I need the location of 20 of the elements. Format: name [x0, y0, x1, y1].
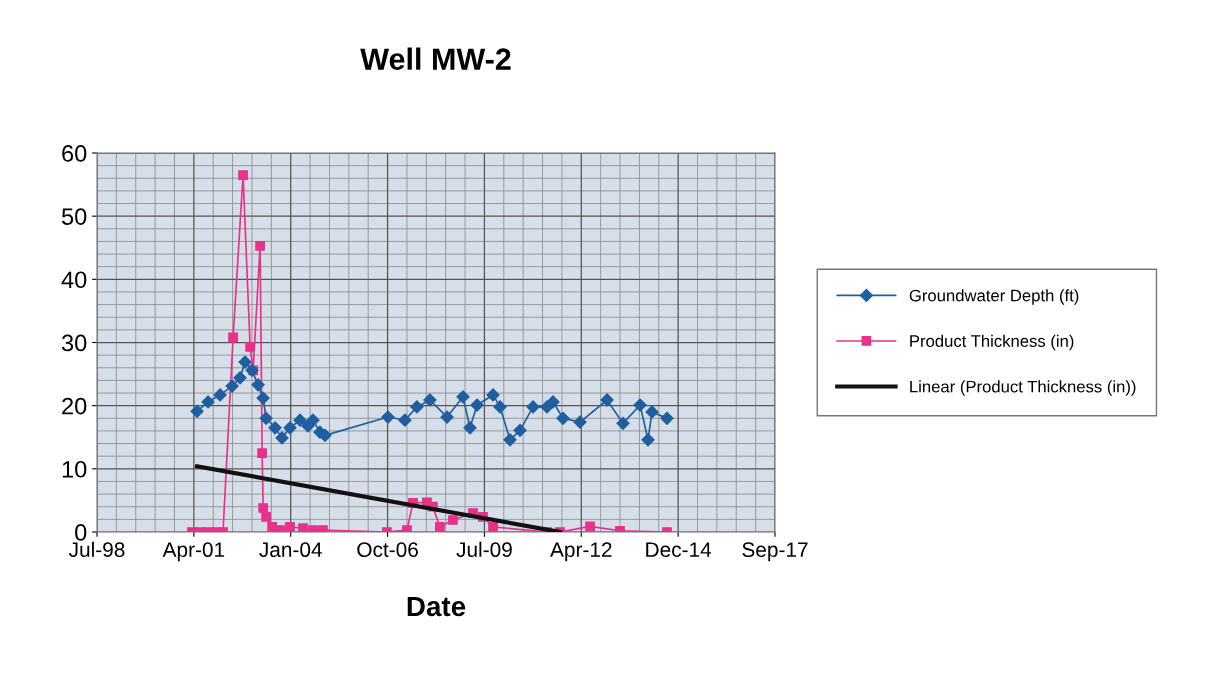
- legend-label: Linear (Product Thickness (in)): [910, 380, 1136, 396]
- y-tick-label: 60: [62, 145, 87, 162]
- y-tick-label: 10: [62, 460, 87, 478]
- x-tick-label: Jul-98: [68, 541, 125, 558]
- x-axis-title: Date: [407, 596, 466, 617]
- x-tick-label: Jul-09: [456, 541, 512, 558]
- chart-title: Well MW-2: [360, 47, 511, 70]
- legend-label: Groundwater Depth (ft): [909, 289, 1079, 305]
- y-tick-label: 0: [75, 524, 87, 541]
- x-tick-label: Jan-04: [259, 542, 322, 558]
- x-tick-label: Sep-17: [742, 542, 808, 562]
- y-tick-label: 30: [61, 334, 87, 352]
- y-tick-label: 50: [61, 208, 87, 225]
- x-tick-label: Apr-01: [162, 542, 225, 562]
- x-tick-label: Apr-12: [550, 542, 612, 562]
- y-tick-label: 20: [62, 397, 87, 415]
- x-tick-label: Dec-14: [646, 542, 712, 558]
- x-tick-label: Oct-06: [357, 542, 418, 558]
- y-tick-label: 40: [61, 271, 87, 289]
- legend-label: Product Thickness (in): [910, 334, 1074, 351]
